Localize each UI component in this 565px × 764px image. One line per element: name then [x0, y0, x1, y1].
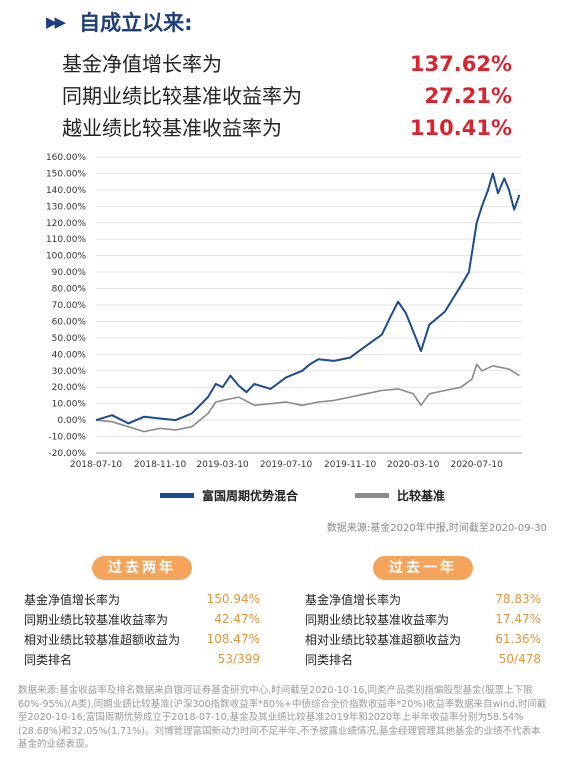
legend-item-fund: 富国周期优势混合: [160, 487, 298, 504]
metric-value: 110.41%: [409, 116, 512, 140]
footnote: 数据来源:基金收益率及排名数据来自银河证券基金研究中心,时间截至2020-10-…: [18, 685, 547, 750]
y-tick-label: 130.00%: [46, 202, 86, 212]
metric-row-excess: 越业绩比较基准收益率为 110.41%: [62, 112, 512, 141]
panel-badge: 过去一年: [373, 556, 473, 580]
legend-swatch-benchmark: [355, 493, 389, 498]
metric-label: 同期业绩比较基准收益率为: [62, 84, 302, 108]
y-tick-label: 140.00%: [46, 186, 86, 196]
metric-value: 27.21%: [424, 84, 512, 108]
y-tick-label: 150.00%: [46, 169, 86, 179]
panel-badge: 过去两年: [92, 556, 192, 580]
x-tick-label: 2018-11-10: [134, 460, 187, 470]
legend-label-fund: 富国周期优势混合: [202, 489, 299, 503]
panel-past-two-years: 过去两年 基金净值增长率为 150.94% 同期业绩比较基准收益率为 42.47% …: [24, 556, 260, 669]
y-tick-label: 160.00%: [46, 153, 86, 163]
row-value: 53/399: [217, 652, 260, 666]
x-tick-label: 2020-07-10: [451, 460, 504, 470]
legend-swatch-fund: [160, 493, 194, 498]
section-title: 自成立以来:: [79, 11, 193, 35]
chart-source-note: 数据来源:基金2020年中报,时间截至2020-09-30: [326, 523, 547, 534]
y-tick-label: 10.00%: [52, 400, 87, 410]
row-label: 同类排名: [24, 652, 73, 667]
x-tick-label: 2018-07-10: [70, 460, 123, 470]
y-tick-label: 60.00%: [52, 317, 87, 327]
panel-row: 相对业绩比较基准超额收益为 108.47%: [24, 629, 260, 649]
x-tick-label: 2020-03-10: [387, 460, 440, 470]
row-value: 17.47%: [495, 612, 541, 626]
y-tick-label: 50.00%: [52, 334, 87, 344]
series-line-benchmark: [95, 363, 520, 433]
x-tick-label: 2019-03-10: [196, 460, 249, 470]
y-tick-label: 110.00%: [46, 235, 86, 245]
panel-row: 同类排名 50/478: [305, 649, 541, 669]
row-label: 基金净值增长率为: [305, 592, 402, 607]
row-value: 50/478: [498, 652, 541, 666]
y-tick-label: -20.00%: [48, 449, 86, 459]
y-tick-label: 40.00%: [52, 350, 87, 360]
metric-label: 越业绩比较基准收益率为: [62, 116, 282, 140]
row-label: 同期业绩比较基准收益率为: [305, 612, 450, 627]
y-tick-label: 100.00%: [46, 252, 86, 262]
legend-item-benchmark: 比较基准: [355, 487, 445, 504]
panel-past-one-year: 过去一年 基金净值增长率为 78.83% 同期业绩比较基准收益率为 17.47% 相…: [305, 556, 541, 669]
metric-label: 基金净值增长率为: [62, 52, 222, 76]
panel-row: 同期业绩比较基准收益率为 17.47%: [305, 609, 541, 629]
panel-row: 同期业绩比较基准收益率为 42.47%: [24, 609, 260, 629]
y-tick-label: 90.00%: [52, 268, 87, 278]
y-tick-label: 30.00%: [52, 367, 87, 377]
y-tick-label: 120.00%: [46, 219, 86, 229]
x-tick-label: 2019-11-10: [324, 460, 377, 470]
row-label: 同类排名: [305, 652, 354, 667]
metric-row-benchmark: 同期业绩比较基准收益率为 27.21%: [62, 80, 512, 109]
row-label: 相对业绩比较基准超额收益为: [24, 632, 181, 647]
double-arrow-icon: ▶▶: [46, 13, 66, 31]
panel-row: 相对业绩比较基准超额收益为 61.36%: [305, 629, 541, 649]
legend-label-benchmark: 比较基准: [397, 489, 446, 503]
panel-row: 基金净值增长率为 150.94%: [24, 589, 260, 609]
row-value: 42.47%: [214, 612, 260, 626]
metric-value: 137.62%: [409, 52, 512, 76]
performance-line-chart: 160.00% 150.00% 140.00% 130.00% 120.00% 110.0…: [46, 153, 522, 470]
panel-row: 基金净值增长率为 78.83%: [305, 589, 541, 609]
metric-row-nav-growth: 基金净值增长率为 137.62%: [62, 48, 512, 77]
y-tick-label: 80.00%: [52, 285, 87, 295]
row-label: 相对业绩比较基准超额收益为: [305, 632, 462, 647]
row-label: 基金净值增长率为: [24, 592, 121, 607]
section-header: ▶▶ 自成立以来:: [46, 8, 192, 36]
y-tick-label: -10.00%: [48, 433, 86, 443]
series-line-fund: [95, 172, 521, 425]
row-label: 同期业绩比较基准收益率为: [24, 612, 169, 627]
row-value: 61.36%: [495, 632, 541, 646]
x-tick-label: 2019-07-10: [260, 460, 313, 470]
row-value: 108.47%: [206, 632, 260, 646]
y-tick-label: 70.00%: [52, 301, 87, 311]
panel-row: 同类排名 53/399: [24, 649, 260, 669]
y-tick-label: 20.00%: [52, 383, 87, 393]
y-tick-label: 0.00%: [57, 416, 86, 426]
row-value: 150.94%: [206, 592, 260, 606]
row-value: 78.83%: [495, 592, 541, 606]
